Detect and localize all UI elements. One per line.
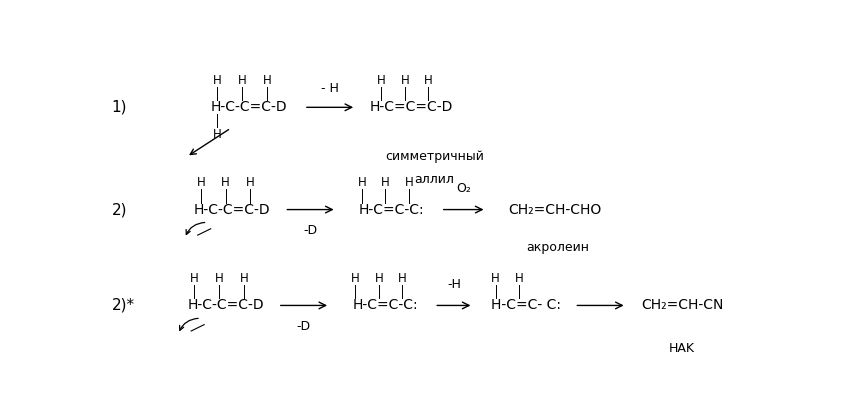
Text: H-C-C=C-D: H-C-C=C-D: [188, 298, 264, 312]
Text: H-C=C=C-D: H-C=C=C-D: [370, 100, 453, 114]
Text: H: H: [238, 73, 246, 87]
Text: -D: -D: [297, 320, 311, 333]
Text: H-C-C=C-D: H-C-C=C-D: [210, 100, 287, 114]
Text: - H: - H: [321, 82, 339, 95]
Text: H: H: [381, 176, 389, 189]
Text: H: H: [240, 272, 248, 285]
Text: H-C-C=C-D: H-C-C=C-D: [194, 203, 271, 217]
Text: CH₂=CH-CN: CH₂=CH-CN: [641, 298, 723, 312]
Text: H: H: [214, 272, 224, 285]
Text: H: H: [400, 73, 410, 87]
Text: H: H: [351, 272, 360, 285]
Text: 1): 1): [112, 100, 127, 115]
Text: H: H: [197, 176, 205, 189]
Text: H: H: [221, 176, 230, 189]
Text: H: H: [262, 73, 271, 87]
Text: H: H: [377, 73, 386, 87]
Text: CH₂=CH-CHO: CH₂=CH-CHO: [508, 203, 601, 217]
Text: H: H: [190, 272, 198, 285]
Text: H: H: [213, 73, 222, 87]
Text: H-C=C-C:: H-C=C-C:: [359, 203, 425, 217]
Text: H: H: [405, 176, 413, 189]
Text: H: H: [515, 272, 523, 285]
Text: H: H: [398, 272, 407, 285]
Text: H: H: [374, 272, 383, 285]
Text: H: H: [357, 176, 367, 189]
Text: H: H: [491, 272, 500, 285]
Text: симметричный: симметричный: [385, 150, 484, 164]
Text: HAK: HAK: [669, 342, 695, 355]
Text: H: H: [424, 73, 433, 87]
Text: H: H: [246, 176, 255, 189]
Text: H-C=C-C:: H-C=C-C:: [352, 298, 418, 312]
Text: -H: -H: [447, 278, 461, 291]
Text: 2)*: 2)*: [112, 298, 135, 313]
Text: H: H: [213, 128, 222, 141]
Text: 2): 2): [112, 202, 127, 217]
Text: O₂: O₂: [456, 182, 471, 195]
Text: акролеин: акролеин: [526, 242, 590, 254]
Text: аллил: аллил: [415, 173, 454, 186]
Text: -D: -D: [304, 224, 318, 237]
Text: H-C=C- C:: H-C=C- C:: [490, 298, 560, 312]
